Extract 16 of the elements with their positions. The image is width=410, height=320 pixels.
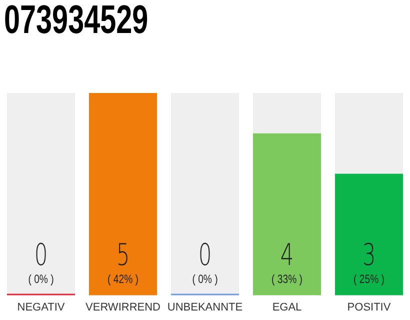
annotation: ( 42% ) — [108, 272, 138, 286]
annotation: ( 0% ) — [28, 272, 54, 286]
annotation: ( 0% ) — [192, 272, 218, 286]
data-label: 0 — [198, 238, 212, 273]
x-tick-label: UNBEKANNTE — [167, 301, 243, 314]
x-tick-label: NEGATIV — [17, 301, 66, 314]
x-tick-label: POSITIV — [347, 301, 392, 314]
x-tick-label: EGAL — [272, 301, 302, 314]
x-tick-label: VERWIRREND — [86, 301, 161, 314]
data-label: 5 — [116, 238, 130, 273]
annotation: ( 33% ) — [272, 272, 302, 286]
data-label: 4 — [280, 238, 294, 273]
annotation: ( 25% ) — [354, 272, 384, 286]
data-label: 3 — [362, 238, 376, 273]
data-label: 0 — [34, 238, 48, 273]
chart-title: 073934529 — [4, 0, 148, 43]
